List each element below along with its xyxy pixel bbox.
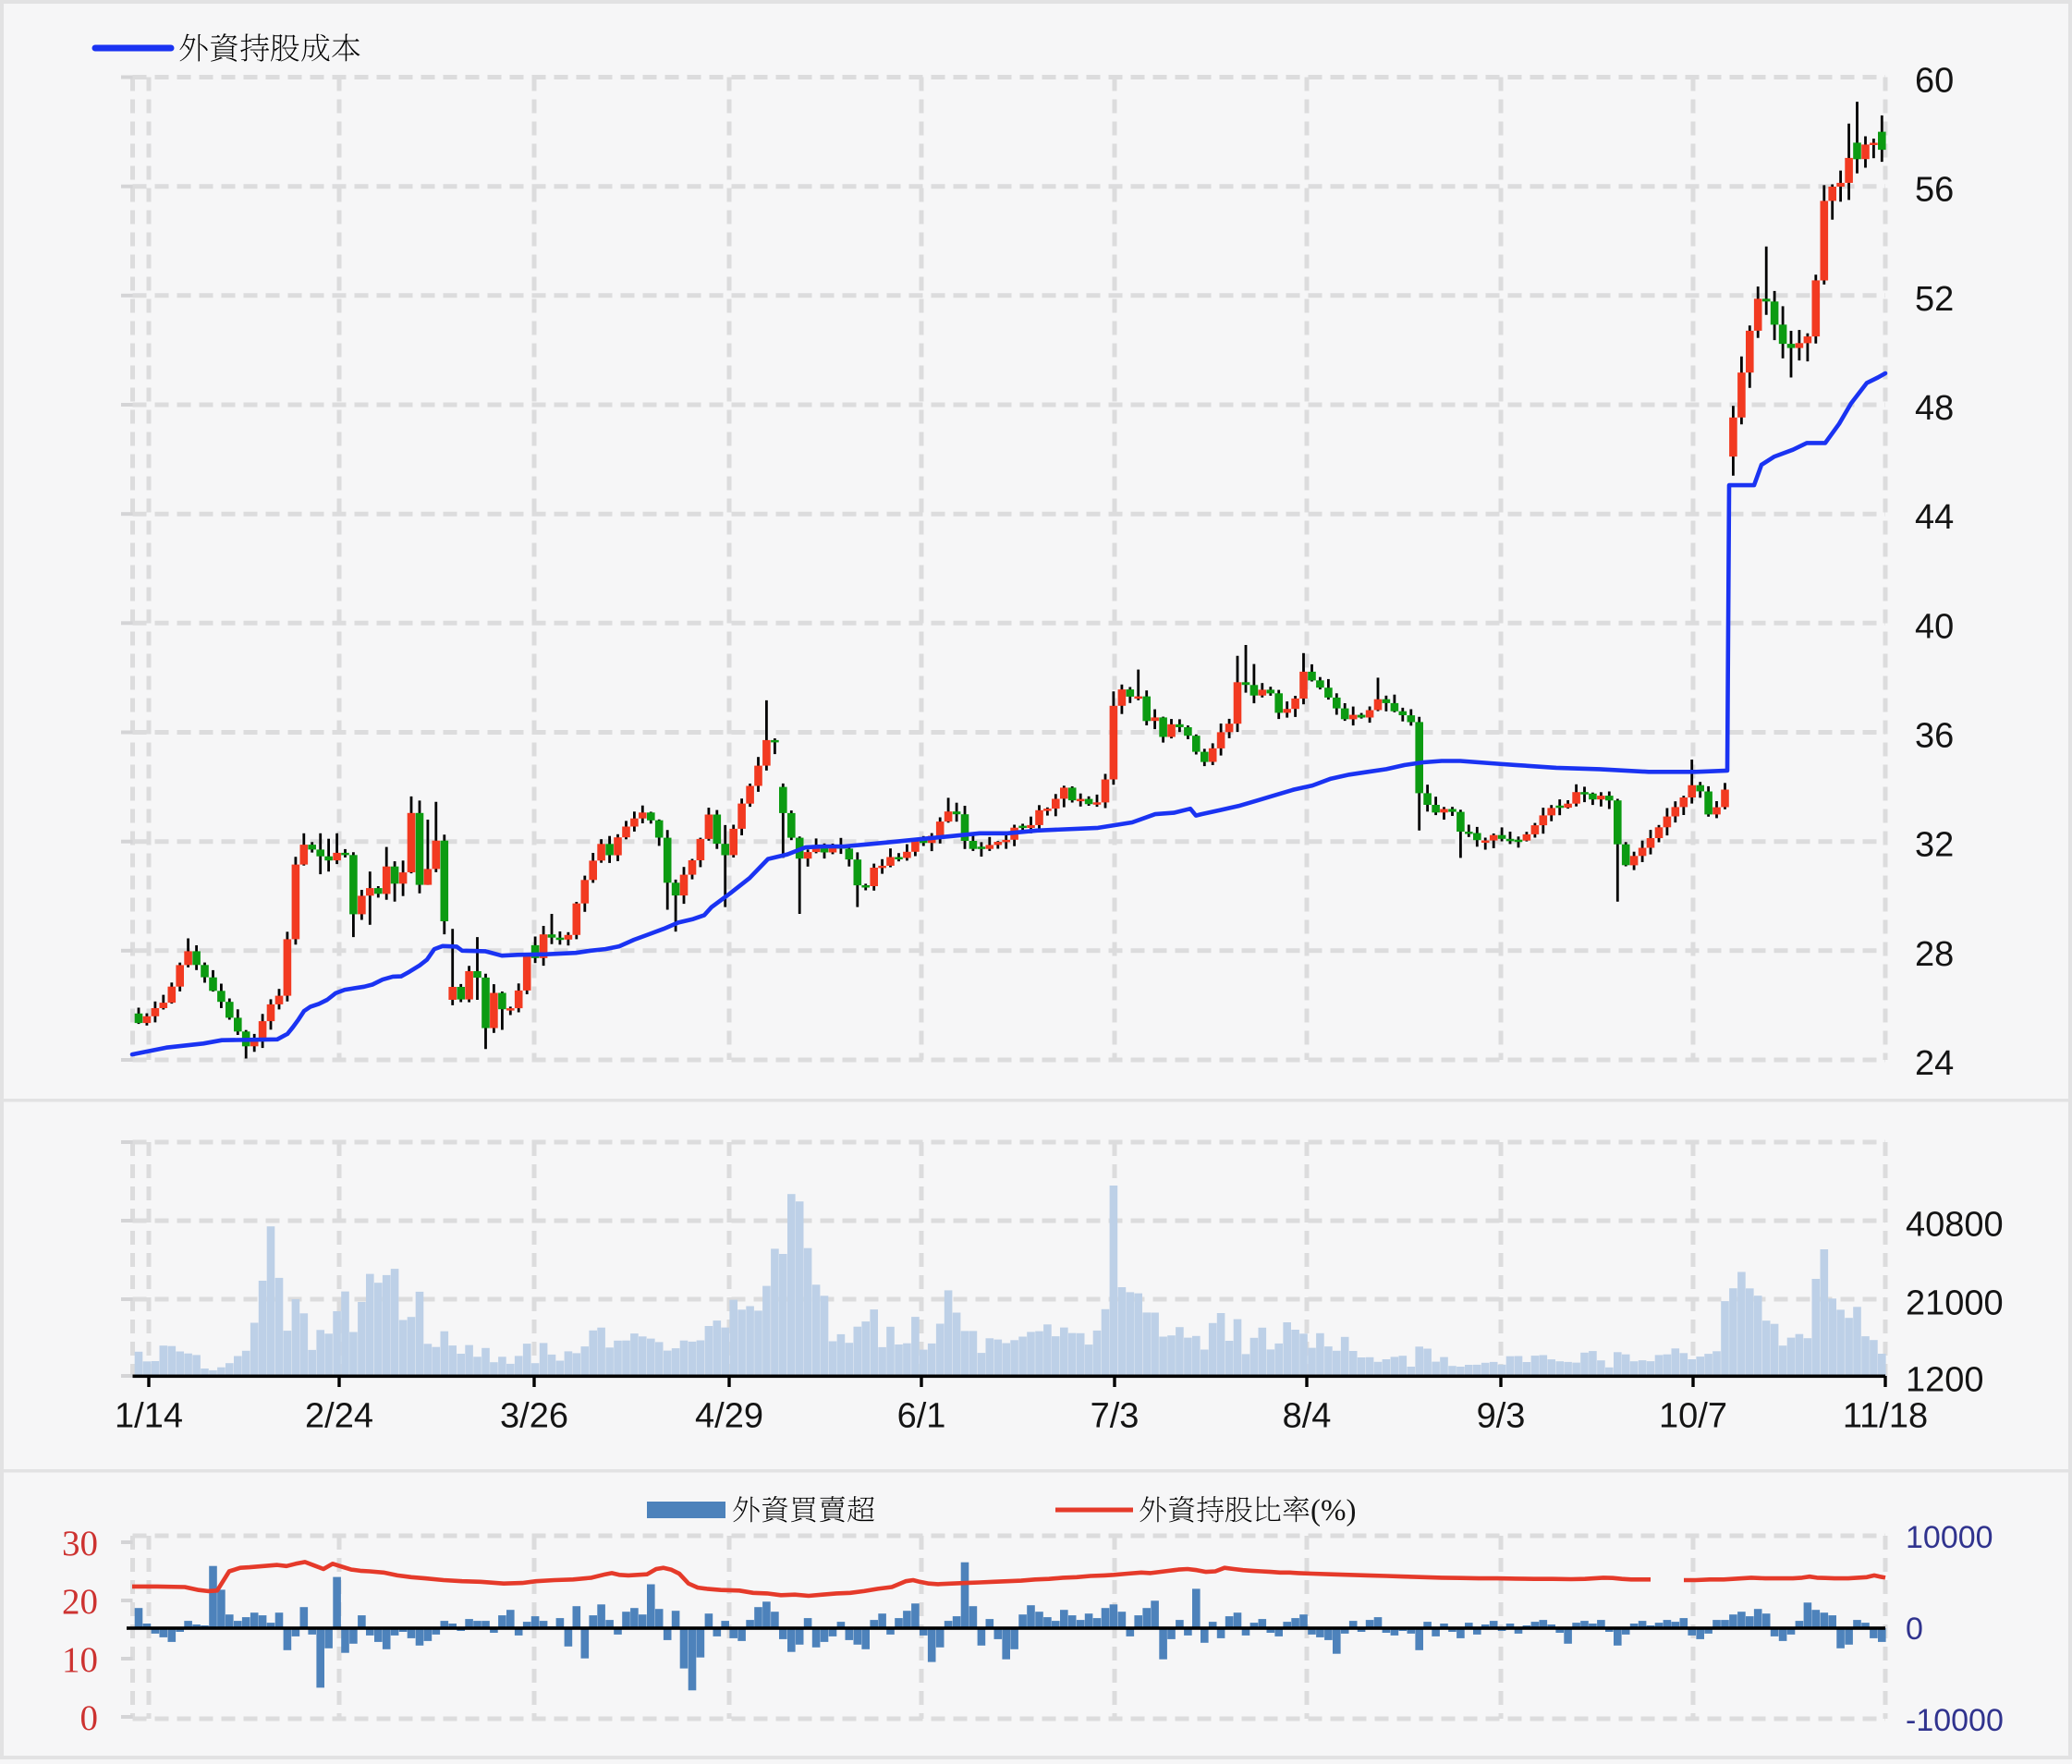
svg-text:60: 60 xyxy=(1915,61,1954,100)
svg-text:7/3: 7/3 xyxy=(1091,1397,1140,1436)
svg-text:1200: 1200 xyxy=(1906,1361,1984,1400)
svg-text:28: 28 xyxy=(1915,935,1954,974)
svg-text:24: 24 xyxy=(1915,1044,1954,1083)
svg-text:4/29: 4/29 xyxy=(695,1397,763,1436)
svg-text:(%): (%) xyxy=(1310,1494,1356,1527)
svg-text:32: 32 xyxy=(1915,826,1954,865)
svg-text:36: 36 xyxy=(1915,716,1954,755)
svg-text:8/4: 8/4 xyxy=(1283,1397,1332,1436)
svg-text:2/24: 2/24 xyxy=(305,1397,373,1436)
svg-text:11/18: 11/18 xyxy=(1843,1397,1928,1436)
svg-text:40800: 40800 xyxy=(1906,1206,2004,1245)
svg-text:56: 56 xyxy=(1915,171,1954,210)
svg-text:44: 44 xyxy=(1915,498,1954,537)
svg-text:48: 48 xyxy=(1915,389,1954,428)
svg-text:1/14: 1/14 xyxy=(115,1397,183,1436)
svg-text:6/1: 6/1 xyxy=(897,1397,946,1436)
svg-text:30: 30 xyxy=(62,1524,98,1563)
svg-text:20: 20 xyxy=(62,1582,98,1622)
svg-text:3/26: 3/26 xyxy=(500,1397,568,1436)
svg-text:10/7: 10/7 xyxy=(1659,1397,1727,1436)
svg-text:9/3: 9/3 xyxy=(1477,1397,1526,1436)
svg-text:0: 0 xyxy=(1906,1612,1923,1647)
svg-text:52: 52 xyxy=(1915,280,1954,319)
svg-text:10000: 10000 xyxy=(1906,1520,1993,1555)
svg-text:40: 40 xyxy=(1915,607,1954,646)
svg-text:0: 0 xyxy=(80,1698,99,1738)
svg-text:-10000: -10000 xyxy=(1906,1703,2004,1738)
svg-text:21000: 21000 xyxy=(1906,1284,2004,1323)
svg-text:10: 10 xyxy=(62,1640,98,1680)
